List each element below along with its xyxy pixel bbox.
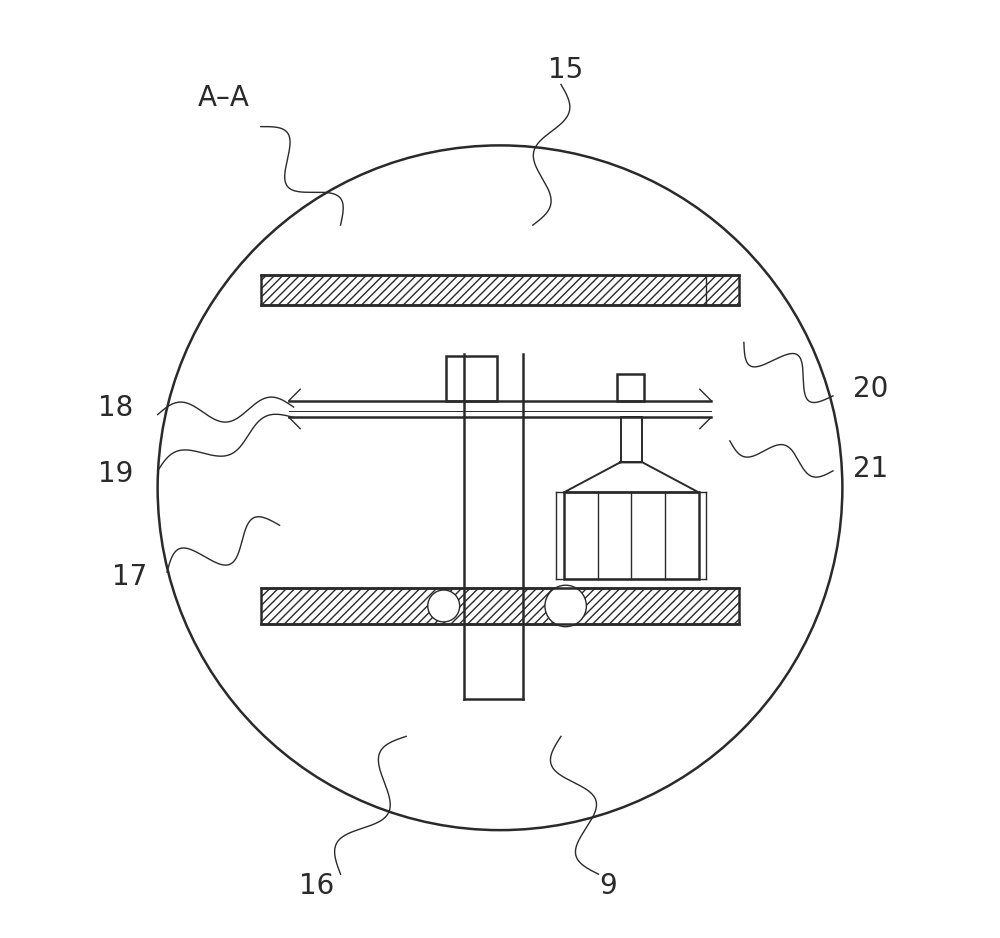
Bar bbox=[261, 588, 739, 624]
Bar bbox=[564, 492, 699, 579]
Text: A–A: A–A bbox=[197, 84, 249, 113]
Text: 16: 16 bbox=[299, 872, 335, 900]
Text: 18: 18 bbox=[98, 394, 133, 422]
Text: 19: 19 bbox=[98, 460, 133, 488]
Text: 9: 9 bbox=[599, 872, 617, 900]
Bar bbox=[617, 374, 644, 401]
Bar bbox=[446, 356, 497, 401]
Circle shape bbox=[545, 585, 586, 627]
Text: 20: 20 bbox=[853, 375, 888, 403]
Bar bbox=[621, 417, 642, 462]
Circle shape bbox=[428, 590, 460, 622]
Text: 15: 15 bbox=[548, 56, 583, 84]
Text: 21: 21 bbox=[853, 455, 888, 483]
Bar bbox=[261, 275, 739, 305]
Text: 17: 17 bbox=[112, 563, 147, 591]
